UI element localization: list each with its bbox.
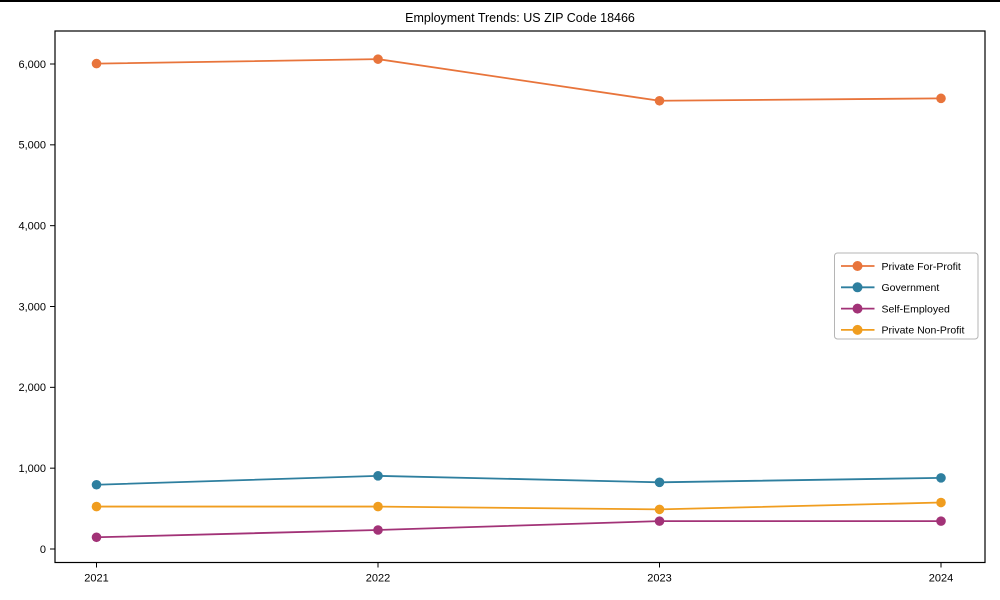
legend-entry-label-government: Government (882, 282, 940, 294)
legend-marker-icon-government (852, 282, 863, 293)
y-axis-tick-label: 6,000 (18, 59, 46, 71)
legend-marker-icon-private-for-profit (852, 261, 863, 271)
data-point-private-for-profit-2021 (91, 58, 102, 69)
data-point-government-2023 (654, 477, 665, 488)
data-point-self-employed-2024 (936, 516, 946, 526)
data-point-government-2022 (373, 471, 383, 481)
y-axis-tick-label: 4,000 (18, 220, 46, 232)
data-point-self-employed-2021 (91, 532, 102, 543)
data-point-private-non-profit-2022 (373, 501, 383, 512)
data-point-private-for-profit-2022 (373, 54, 383, 64)
legend-entry-label-private-non-profit: Private Non-Profit (882, 325, 965, 337)
series-line-self-employed (96, 520, 941, 539)
series-line-government (96, 474, 942, 486)
y-axis-tick-label: 5,000 (18, 140, 46, 152)
series-line-private-for-profit (96, 58, 942, 102)
data-point-self-employed-2023 (654, 516, 665, 526)
data-point-government-2024 (936, 473, 946, 483)
data-point-private-for-profit-2024 (936, 93, 946, 104)
legend-box (834, 252, 979, 340)
data-point-private-non-profit-2023 (654, 504, 665, 515)
legend-entry-label-private-for-profit: Private For-Profit (882, 261, 961, 273)
data-point-government-2021 (91, 479, 102, 490)
x-axis-tick-label: 2021 (84, 573, 108, 585)
y-axis-tick-label: 0 (40, 544, 46, 556)
x-axis-tick-label: 2022 (366, 573, 390, 585)
y-axis-tick-label: 1,000 (18, 463, 46, 475)
plot-border (54, 30, 986, 564)
chart-title: Employment Trends: US ZIP Code 18466 (405, 11, 635, 25)
series-line-private-non-profit (96, 501, 942, 511)
data-point-self-employed-2022 (373, 525, 383, 535)
figure-top-border (0, 0, 1000, 2)
legend-marker-icon-self-employed (852, 303, 863, 314)
data-point-private-non-profit-2024 (936, 497, 946, 508)
y-axis-tick-label: 2,000 (18, 382, 46, 394)
data-point-private-non-profit-2021 (91, 501, 102, 512)
data-point-private-for-profit-2023 (654, 95, 665, 106)
x-axis-tick-label: 2024 (929, 573, 953, 585)
x-axis-tick-label: 2023 (647, 573, 671, 585)
legend-entry-label-self-employed: Self-Employed (882, 303, 950, 315)
y-axis-tick-label: 3,000 (18, 301, 46, 313)
legend-marker-icon-private-non-profit (852, 324, 863, 335)
